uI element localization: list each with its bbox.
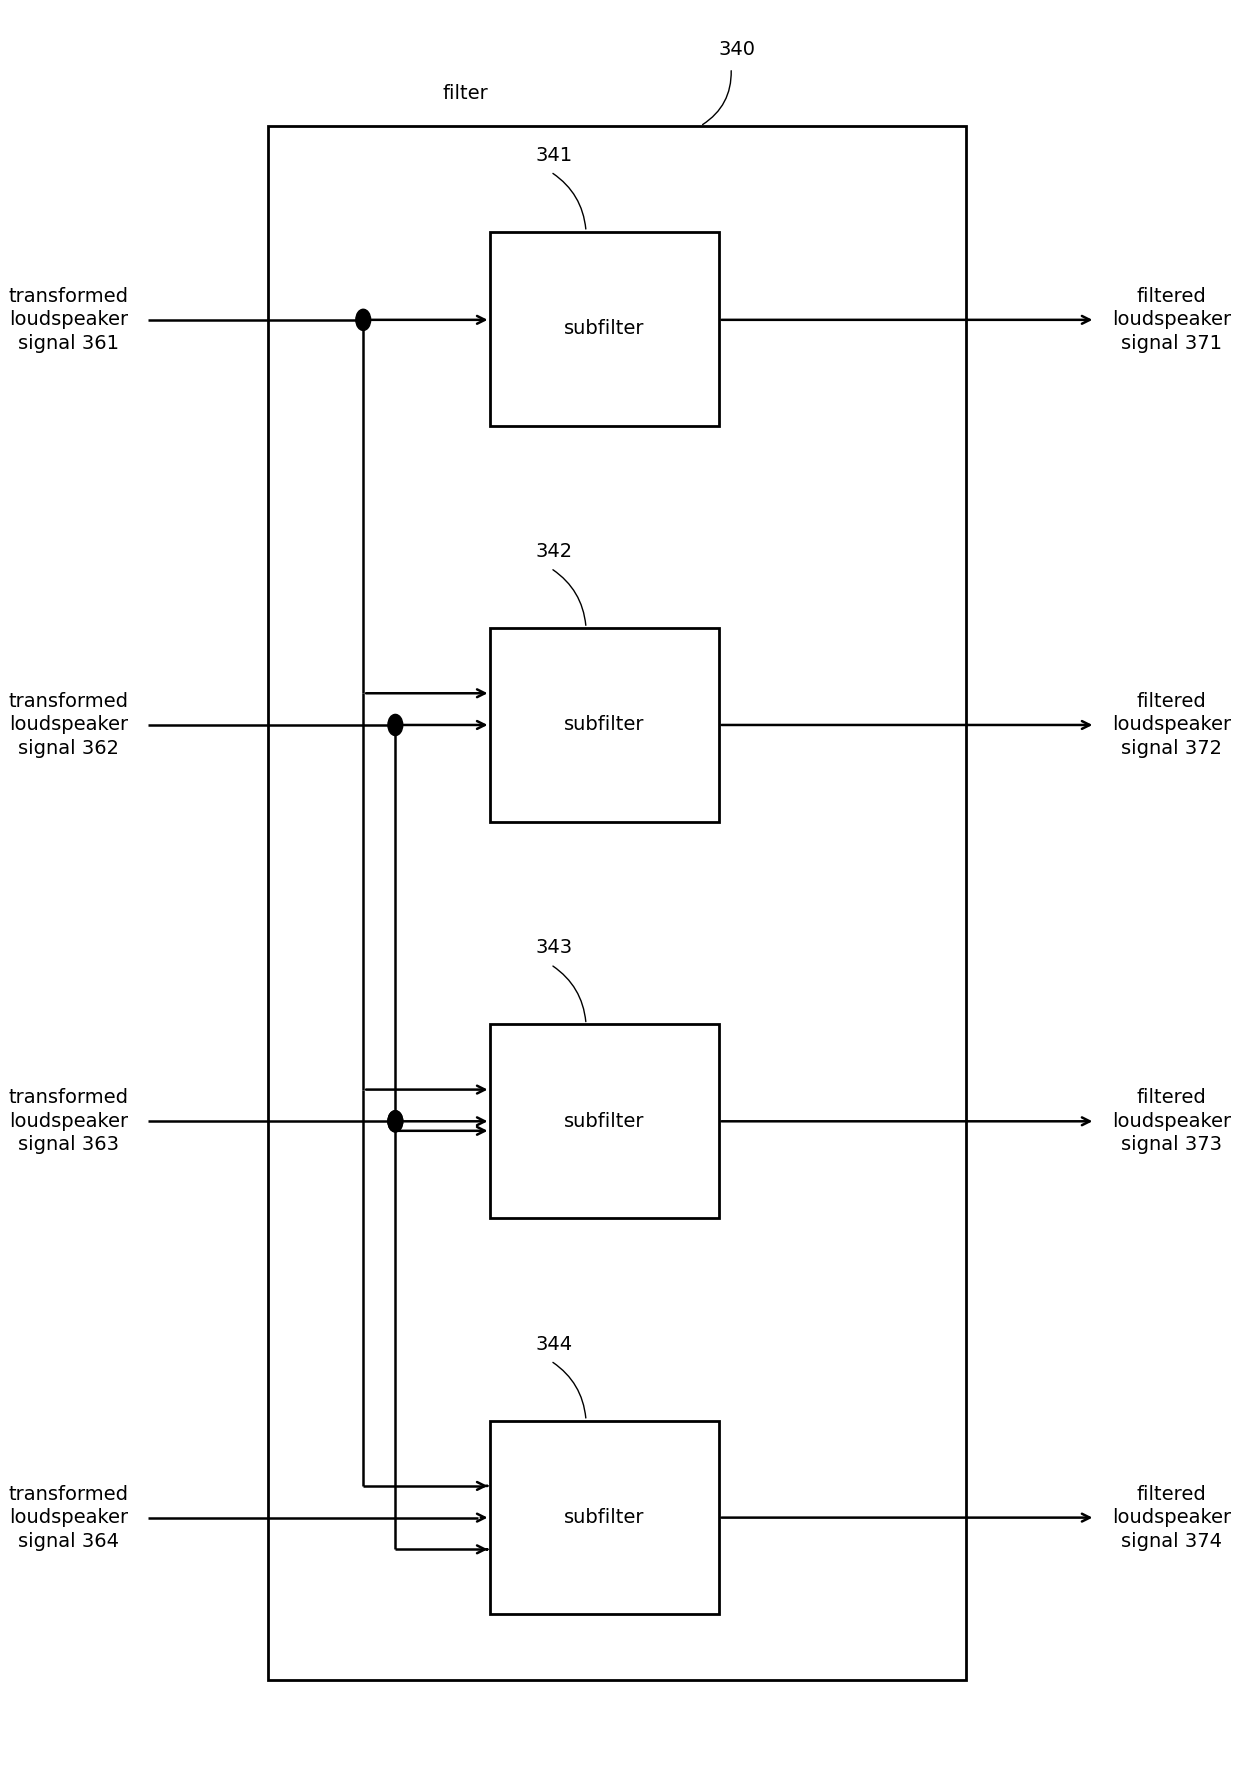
Text: filtered
loudspeaker
signal 374: filtered loudspeaker signal 374 xyxy=(1112,1484,1231,1551)
Text: transformed
loudspeaker
signal 364: transformed loudspeaker signal 364 xyxy=(9,1484,129,1551)
Text: filtered
loudspeaker
signal 372: filtered loudspeaker signal 372 xyxy=(1112,693,1231,758)
Text: filtered
loudspeaker
signal 373: filtered loudspeaker signal 373 xyxy=(1112,1088,1231,1154)
Bar xyxy=(490,1421,719,1615)
Text: subfilter: subfilter xyxy=(564,320,645,337)
Text: subfilter: subfilter xyxy=(564,1507,645,1527)
Bar xyxy=(490,1025,719,1217)
Text: 343: 343 xyxy=(536,938,573,958)
Text: filter: filter xyxy=(443,85,489,102)
Text: filtered
loudspeaker
signal 371: filtered loudspeaker signal 371 xyxy=(1112,286,1231,353)
Text: 340: 340 xyxy=(719,41,755,58)
Text: transformed
loudspeaker
signal 361: transformed loudspeaker signal 361 xyxy=(9,286,129,353)
Bar xyxy=(268,125,966,1680)
Circle shape xyxy=(356,309,371,330)
Circle shape xyxy=(388,714,403,735)
Bar xyxy=(490,231,719,426)
Text: transformed
loudspeaker
signal 362: transformed loudspeaker signal 362 xyxy=(9,693,129,758)
Circle shape xyxy=(388,1111,403,1133)
Text: subfilter: subfilter xyxy=(564,716,645,735)
Text: transformed
loudspeaker
signal 363: transformed loudspeaker signal 363 xyxy=(9,1088,129,1154)
Text: subfilter: subfilter xyxy=(564,1111,645,1131)
Circle shape xyxy=(388,1111,403,1133)
Text: 342: 342 xyxy=(536,542,573,562)
Bar xyxy=(490,627,719,822)
Text: 341: 341 xyxy=(536,147,573,164)
Text: 344: 344 xyxy=(536,1334,573,1354)
